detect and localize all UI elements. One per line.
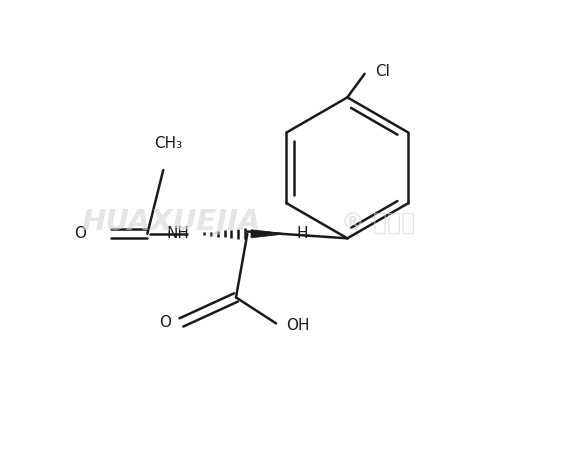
Text: OH: OH xyxy=(286,318,309,333)
Text: Cl: Cl xyxy=(375,64,390,79)
Text: H: H xyxy=(296,226,308,241)
Text: CH₃: CH₃ xyxy=(154,136,182,151)
Text: O: O xyxy=(160,315,172,330)
Text: O: O xyxy=(74,226,86,241)
Polygon shape xyxy=(251,230,287,238)
Text: ® 化学加: ® 化学加 xyxy=(340,210,415,234)
Text: NH: NH xyxy=(166,226,189,241)
Text: HUAXUEJIA: HUAXUEJIA xyxy=(81,208,261,237)
